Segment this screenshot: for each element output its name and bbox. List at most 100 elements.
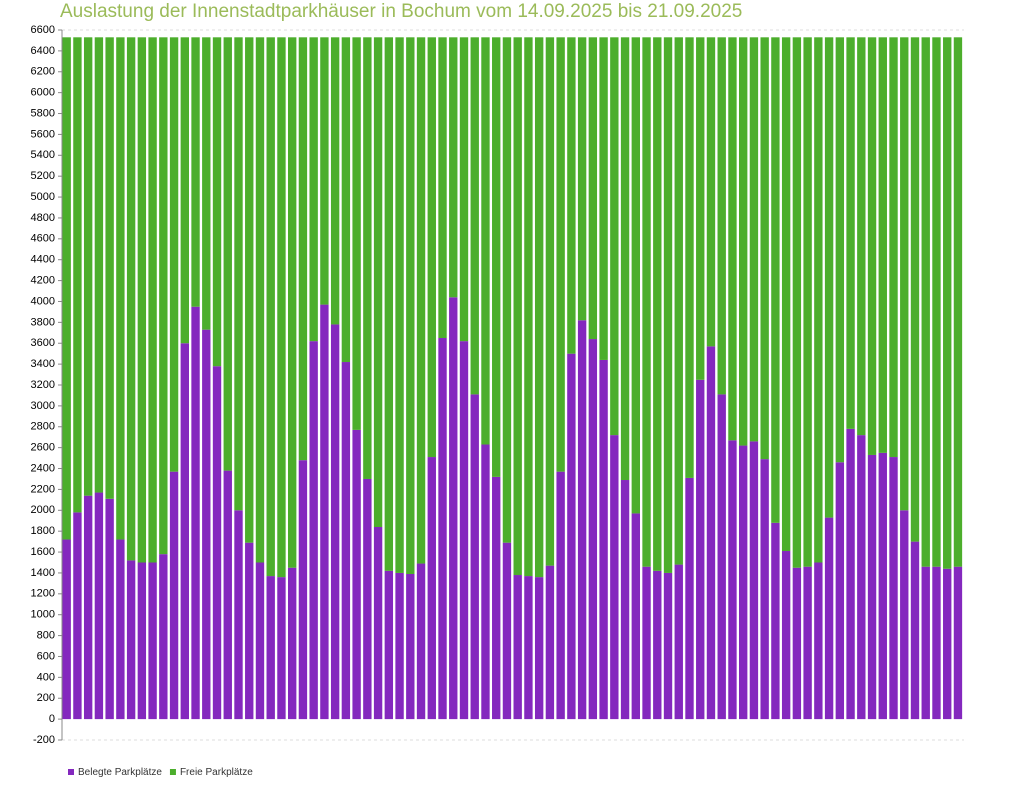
bar-segment: [395, 37, 404, 573]
bar-segment: [674, 37, 683, 565]
legend-swatch: [68, 769, 74, 775]
bar-segment: [191, 306, 200, 720]
y-tick-label: 3400: [31, 358, 55, 370]
bar-segment: [148, 562, 157, 720]
bar-segment: [792, 567, 802, 720]
bar-segment: [781, 551, 791, 720]
bar-segment: [255, 37, 265, 563]
bar-segment: [771, 37, 780, 523]
bar-segment: [449, 37, 458, 298]
bar-segment: [320, 304, 329, 720]
bar-segment: [943, 568, 952, 720]
bar-segment: [298, 460, 308, 720]
y-tick-label: 3200: [31, 379, 55, 391]
y-tick-label: 0: [49, 713, 55, 725]
bar-segment: [953, 566, 963, 720]
bar-segment: [706, 346, 716, 720]
bar-segment: [556, 471, 565, 720]
bar-segment: [169, 37, 179, 472]
bar-segment: [728, 37, 737, 441]
bar-segment: [577, 320, 587, 720]
y-tick-label: 400: [37, 671, 55, 683]
bar-segment: [567, 353, 576, 720]
bar-segment: [878, 37, 887, 453]
bar-segment: [384, 570, 394, 720]
bar-segment: [438, 37, 447, 339]
bar-segment: [749, 37, 759, 442]
bar-segment: [943, 37, 952, 569]
y-tick-label: 4800: [31, 212, 55, 224]
bar-segment: [320, 37, 329, 305]
bar-segment: [932, 566, 941, 720]
bar-segment: [706, 37, 716, 347]
y-tick-label: 200: [37, 692, 55, 704]
y-tick-label: 6400: [31, 45, 55, 57]
y-tick-label: 4400: [31, 254, 55, 266]
bar-segment: [910, 37, 920, 542]
bar-segment: [685, 37, 694, 478]
bar-segment: [470, 37, 479, 395]
bar-segment: [599, 359, 608, 720]
bar-segment: [857, 37, 866, 436]
y-tick-label: 6000: [31, 87, 55, 99]
bar-segment: [814, 37, 823, 563]
bar-segment: [781, 37, 791, 552]
bar-segment: [900, 37, 909, 511]
bar-segment: [524, 37, 533, 577]
bar-segment: [481, 444, 490, 720]
bar-segment: [556, 37, 565, 472]
bar-segment: [846, 428, 855, 720]
bar-segment: [169, 471, 179, 720]
bar-segment: [889, 457, 898, 720]
bar-segment: [180, 37, 189, 344]
y-tick-label: 600: [37, 650, 55, 662]
bar-segment: [492, 476, 501, 720]
bar-segment: [202, 37, 211, 330]
bar-segment: [739, 445, 748, 720]
y-tick-label: 5800: [31, 107, 55, 119]
bar-segment: [642, 566, 651, 720]
bar-segment: [416, 37, 426, 564]
bar-segment: [459, 341, 469, 720]
bar-segment: [739, 37, 748, 446]
bar-segment: [921, 566, 930, 720]
bar-segment: [352, 429, 361, 720]
bar-segment: [792, 37, 802, 568]
y-tick-label: 4600: [31, 233, 55, 245]
bar-segment: [341, 362, 351, 720]
bar-segment: [653, 570, 662, 720]
bar-segment: [534, 577, 544, 720]
bar-segment: [717, 37, 726, 395]
bar-segment: [148, 37, 157, 563]
bar-segment: [126, 37, 136, 561]
bar-segment: [588, 37, 598, 340]
bar-segment: [395, 572, 404, 720]
bar-segment: [674, 564, 683, 720]
bar-segment: [567, 37, 576, 354]
bar-segment: [298, 37, 308, 461]
legend-label: Belegte Parkplätze: [78, 767, 162, 778]
bar-segment: [696, 379, 705, 720]
bar-segment: [513, 575, 522, 720]
bar-segment: [73, 512, 82, 720]
bar-segment: [277, 37, 286, 578]
y-tick-label: 4200: [31, 274, 55, 286]
bar-segment: [105, 498, 114, 720]
bar-segment: [663, 37, 673, 573]
bar-segment: [234, 37, 243, 511]
y-tick-label: 2400: [31, 462, 55, 474]
bar-segment: [835, 37, 845, 463]
bar-segment: [406, 573, 415, 720]
bar-segment: [835, 462, 845, 720]
bar-segment: [309, 37, 318, 342]
bar-segment: [900, 510, 909, 720]
bar-segment: [288, 567, 297, 720]
chart-title: Auslastung der Innenstadtparkhäuser in B…: [60, 1, 742, 22]
bar-segment: [94, 492, 104, 720]
bar-segment: [534, 37, 544, 578]
bar-segment: [449, 297, 458, 720]
bar-segment: [137, 37, 147, 563]
bar-segment: [277, 577, 286, 720]
y-tick-label: 1400: [31, 567, 55, 579]
bar-segment: [266, 576, 275, 720]
